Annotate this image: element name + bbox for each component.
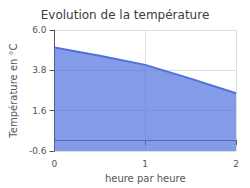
svg-text:heure par heure: heure par heure <box>105 173 186 184</box>
svg-text:Evolution de la température: Evolution de la température <box>41 8 210 22</box>
svg-text:Température en °C: Température en °C <box>8 43 19 138</box>
svg-text:-0.6: -0.6 <box>29 146 47 156</box>
svg-text:0: 0 <box>52 159 58 169</box>
svg-text:6.0: 6.0 <box>32 25 47 35</box>
svg-text:2: 2 <box>233 159 239 169</box>
svg-text:1: 1 <box>142 159 148 169</box>
svg-text:1.6: 1.6 <box>32 106 47 116</box>
svg-text:3.8: 3.8 <box>32 65 47 75</box>
